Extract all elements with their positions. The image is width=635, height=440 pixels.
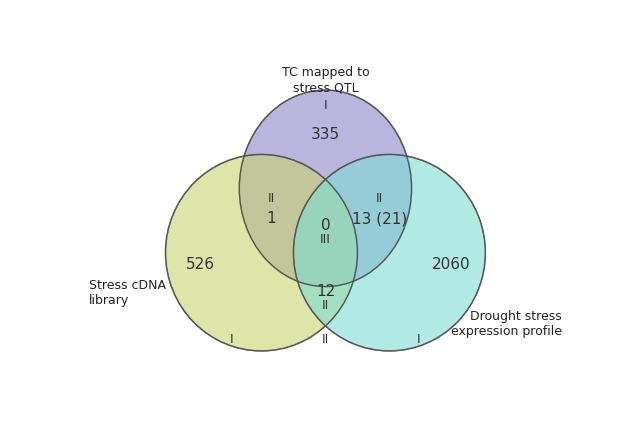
Text: 335: 335	[311, 127, 340, 142]
Ellipse shape	[166, 154, 358, 351]
Text: Drought stress
expression profile: Drought stress expression profile	[451, 310, 562, 338]
Text: I: I	[324, 99, 327, 112]
Text: 0: 0	[321, 218, 330, 233]
Text: II: II	[322, 333, 329, 345]
Text: I: I	[230, 333, 234, 345]
Ellipse shape	[239, 90, 411, 286]
Text: I: I	[417, 333, 421, 345]
Text: 13 (21): 13 (21)	[352, 211, 407, 226]
Text: III: III	[320, 233, 331, 246]
Text: 12: 12	[316, 284, 335, 299]
Text: II: II	[322, 299, 329, 312]
Text: 2060: 2060	[432, 257, 471, 272]
Text: II: II	[376, 192, 383, 205]
Ellipse shape	[293, 154, 485, 351]
Text: TC mapped to
stress QTL: TC mapped to stress QTL	[282, 66, 369, 94]
Text: II: II	[268, 192, 275, 205]
Text: 526: 526	[185, 257, 215, 272]
Text: Stress cDNA
library: Stress cDNA library	[89, 279, 166, 308]
Text: 1: 1	[267, 211, 276, 226]
